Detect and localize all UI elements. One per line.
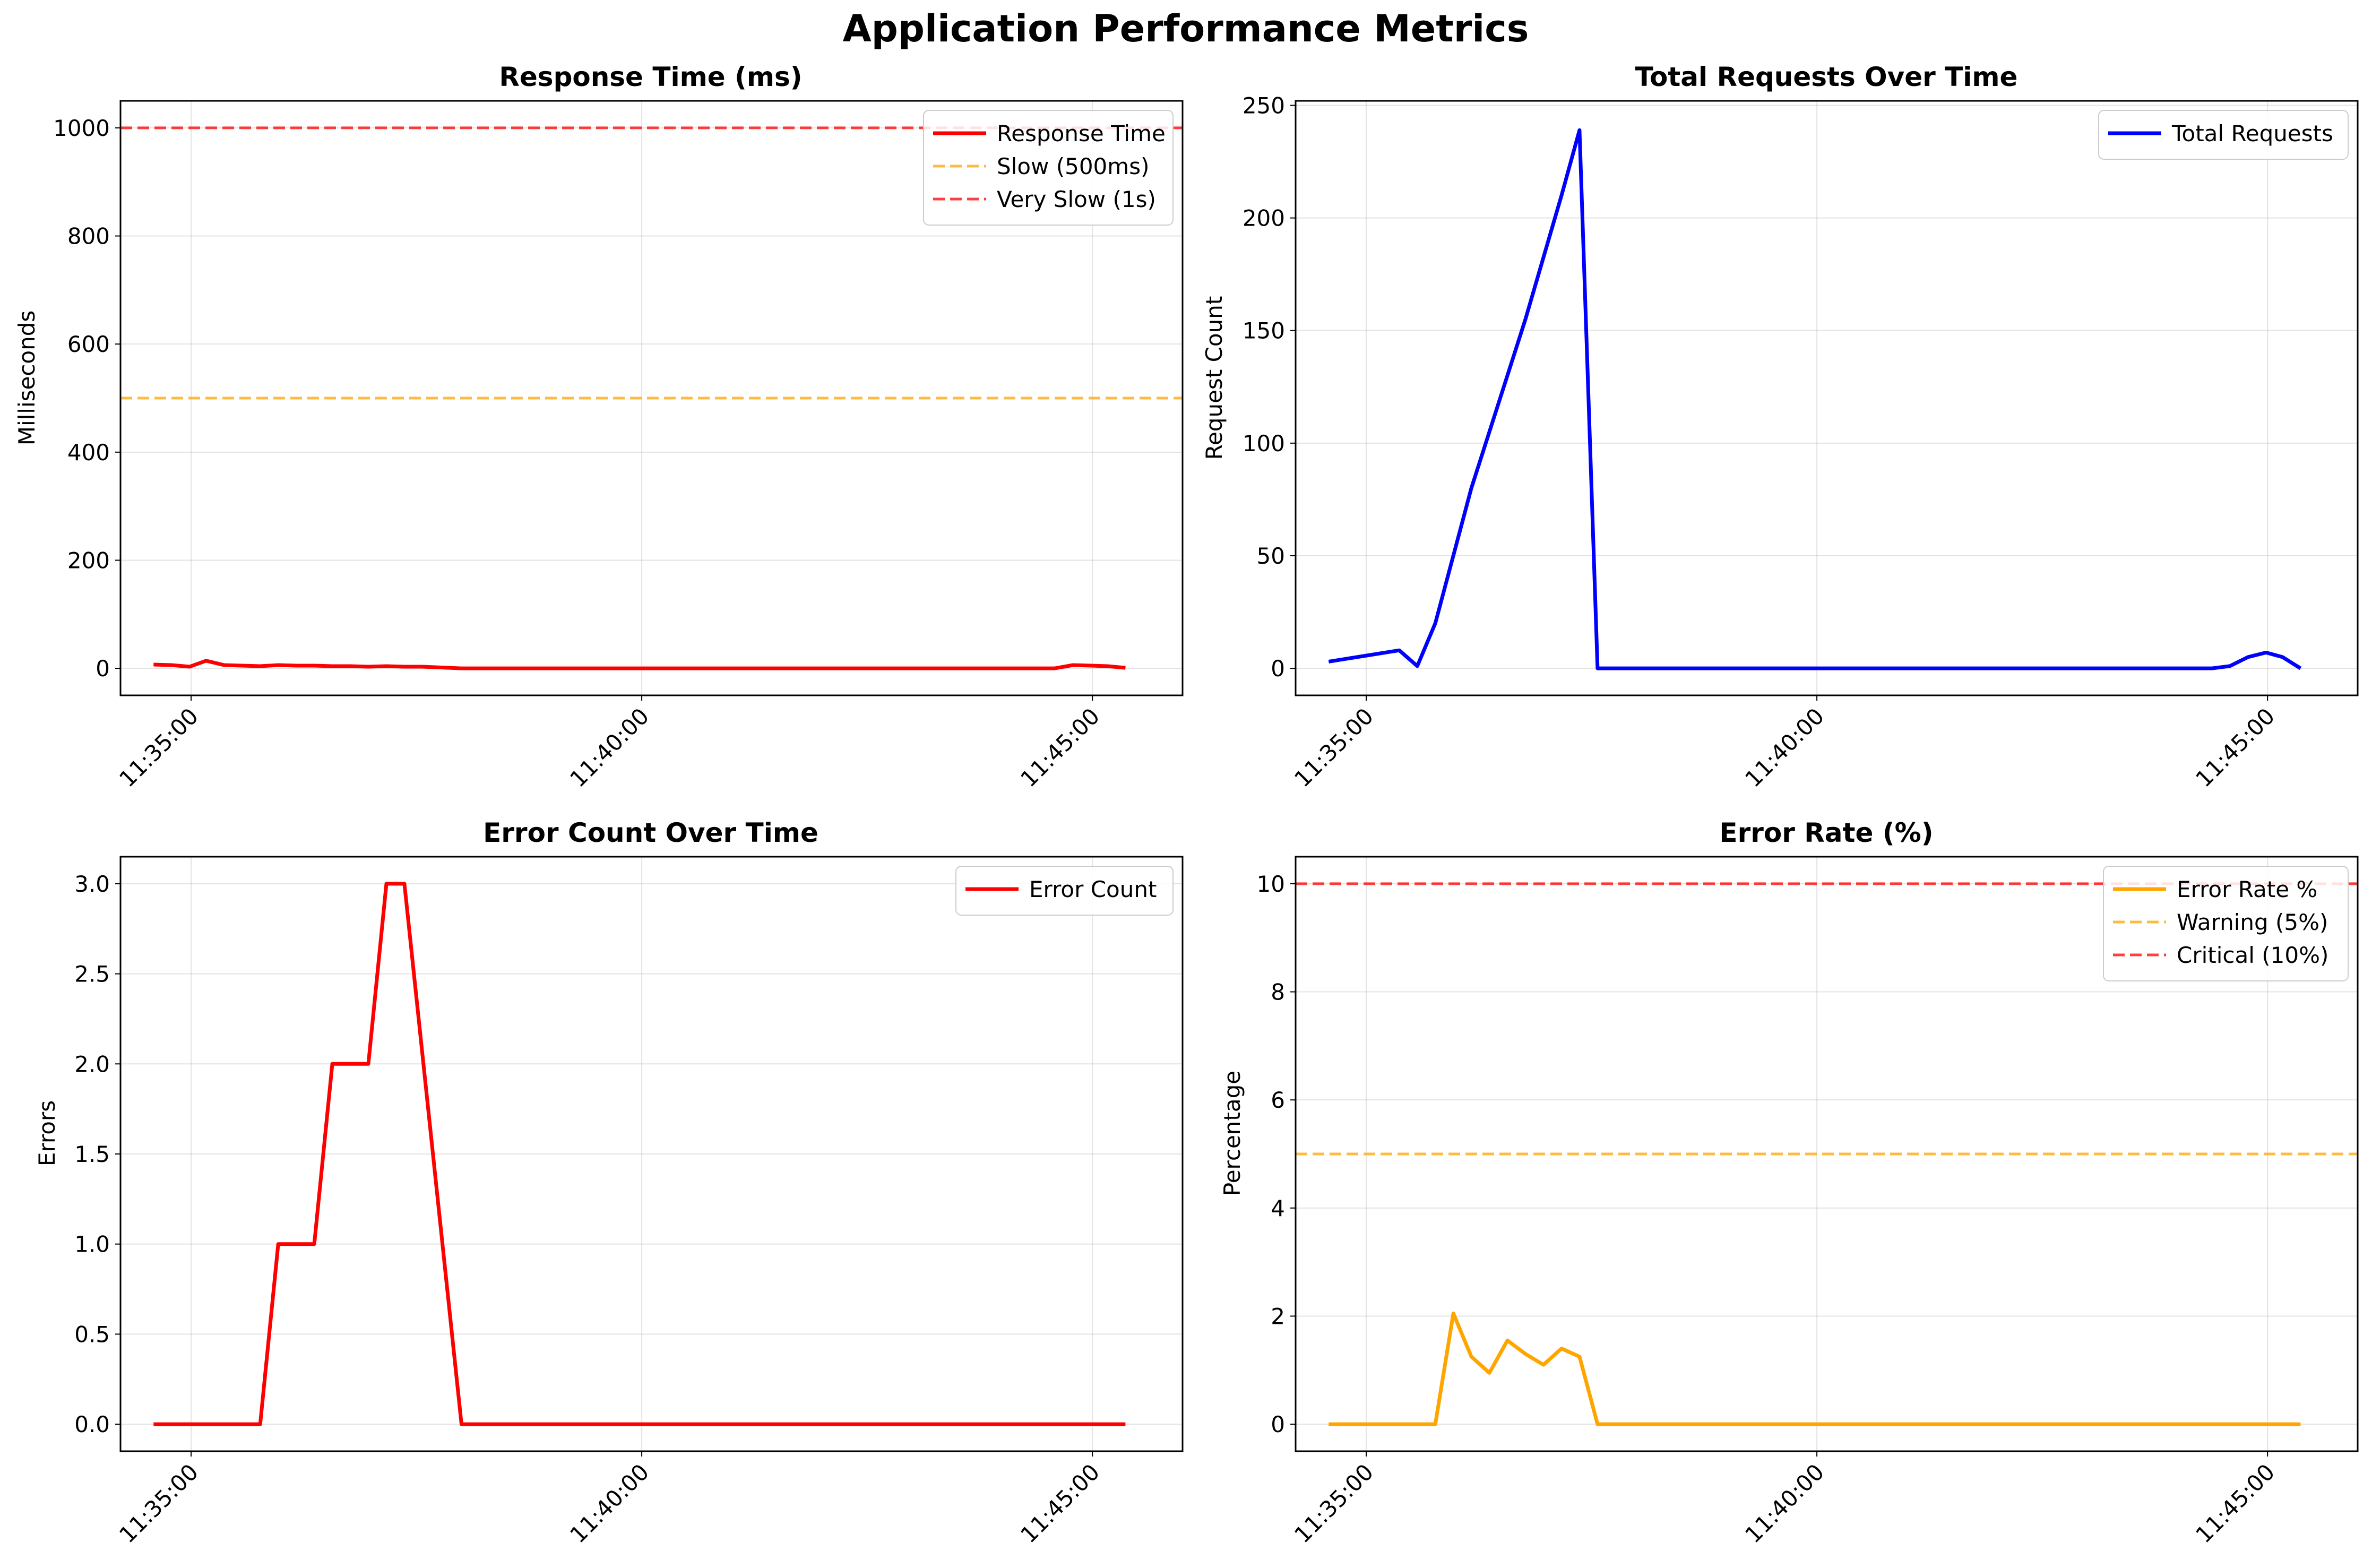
- axes-frame: [119, 100, 1184, 696]
- panel-title: Total Requests Over Time: [1635, 62, 2018, 92]
- error-count-panel: Error Count Over Time Errors 11:35:00 11:…: [34, 817, 1184, 1548]
- y-tick-label: 400: [67, 440, 110, 466]
- y-tick-label: 3.0: [74, 871, 110, 897]
- y-tick-label: 1000: [53, 115, 110, 141]
- legend: Total Requests: [2098, 110, 2349, 160]
- error-rate-series-line: [1329, 1311, 2301, 1426]
- y-tick-label: 1.0: [74, 1231, 110, 1257]
- y-tick-label: 2.5: [74, 961, 110, 987]
- legend-label: Critical (10%): [2177, 942, 2328, 968]
- axes-frame: [1295, 100, 2359, 696]
- legend-box: [923, 110, 1174, 226]
- y-axis-label: Percentage: [1219, 1071, 1245, 1196]
- legend-label: Very Slow (1s): [997, 186, 1156, 212]
- y-tick-label: 100: [1243, 430, 1285, 456]
- y-axis-label: Request Count: [1201, 296, 1227, 460]
- y-tick-label: 8: [1271, 979, 1285, 1005]
- y-tick-label: 250: [1243, 92, 1285, 118]
- response-time-series-line: [153, 659, 1126, 670]
- y-tick-label: 50: [1257, 543, 1285, 569]
- legend: Error Count: [955, 866, 1174, 916]
- y-tick-label: 0.0: [74, 1411, 110, 1437]
- legend-label: Total Requests: [2171, 120, 2333, 147]
- y-tick-label: 150: [1243, 318, 1285, 344]
- legend-box: [2103, 866, 2349, 981]
- y-tick-label: 200: [1243, 205, 1285, 231]
- error-count-series-line: [153, 882, 1126, 1426]
- total-requests-series-line: [1328, 128, 2302, 670]
- legend: Error Rate % Warning (5%) Critical (10%): [2103, 866, 2349, 981]
- y-tick-label: 200: [67, 547, 110, 573]
- legend-label: Error Rate %: [2177, 876, 2317, 902]
- y-tick-label: 10: [1257, 871, 1285, 897]
- legend-label: Slow (500ms): [997, 153, 1149, 179]
- panel-title: Error Count Over Time: [483, 817, 818, 848]
- y-tick-label: 4: [1271, 1195, 1285, 1221]
- y-tick-label: 1.5: [74, 1141, 110, 1167]
- y-tick-label: 2: [1271, 1303, 1285, 1329]
- figure-title: Application Performance Metrics: [843, 7, 1529, 50]
- panel-title: Error Rate (%): [1719, 817, 1933, 848]
- y-tick-label: 0: [1271, 656, 1285, 682]
- axes-frame: [119, 856, 1184, 1452]
- axes-frame: [1295, 856, 2359, 1452]
- y-axis-label: Errors: [34, 1100, 60, 1166]
- legend: Response Time Slow (500ms) Very Slow (1s): [923, 110, 1174, 226]
- y-tick-label: 2.0: [74, 1051, 110, 1077]
- y-axis-label: Milliseconds: [14, 311, 40, 446]
- y-tick-label: 0: [96, 656, 110, 682]
- legend-label: Error Count: [1029, 876, 1157, 902]
- y-tick-label: 800: [67, 223, 110, 249]
- legend-box: [2098, 110, 2349, 160]
- legend-box: [955, 866, 1174, 916]
- y-tick-label: 600: [67, 331, 110, 357]
- panel-title: Response Time (ms): [499, 62, 802, 92]
- y-tick-label: 0: [1271, 1411, 1285, 1437]
- legend-label: Response Time: [997, 120, 1166, 147]
- legend-label: Warning (5%): [2177, 909, 2328, 935]
- y-tick-label: 0.5: [74, 1321, 110, 1347]
- y-tick-label: 6: [1271, 1087, 1285, 1113]
